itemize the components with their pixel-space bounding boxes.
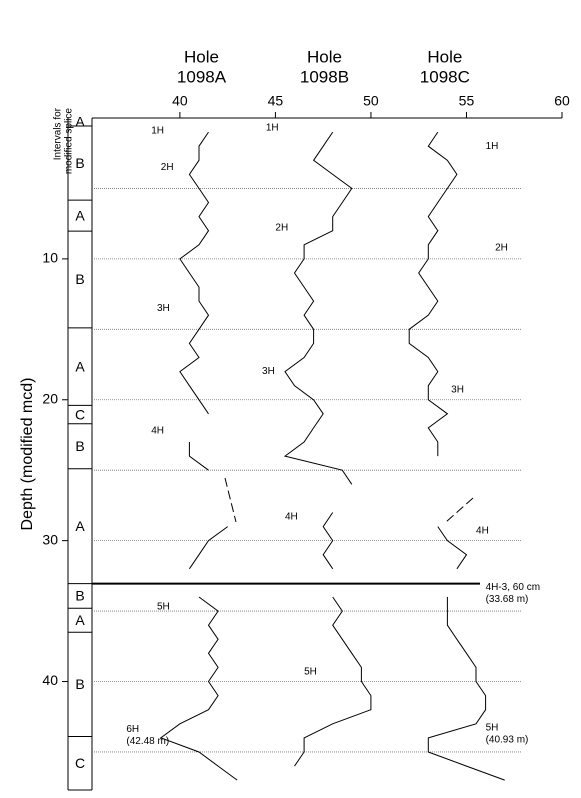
- splice-label: modified splice: [64, 108, 75, 175]
- y-tick-label: 40: [42, 672, 58, 688]
- interval-label: B: [75, 676, 84, 692]
- y-axis-label: Depth (modified mcd): [19, 378, 36, 531]
- hole-label: Hole: [184, 47, 219, 66]
- hole-label: Hole: [427, 47, 462, 66]
- core-label: 5H: [157, 601, 170, 612]
- interval-label: B: [75, 155, 84, 171]
- trace: [283, 131, 372, 767]
- interval-label: A: [75, 114, 85, 130]
- core-label: 5H: [304, 666, 317, 677]
- core-label: 2H: [161, 162, 174, 173]
- core-label: 3H: [451, 385, 464, 396]
- interval-label: C: [75, 755, 85, 771]
- core-label: (33.68 m): [486, 594, 529, 605]
- interval-label: A: [75, 612, 85, 628]
- core-label: 4H: [151, 425, 164, 436]
- splice-label: Intervals for: [53, 107, 64, 160]
- offset-connector: [224, 477, 237, 523]
- core-label: 6H: [126, 724, 139, 735]
- trace: [159, 131, 238, 781]
- interval-label: C: [75, 406, 85, 422]
- core-label: 4H: [476, 525, 489, 536]
- offset-connector: [445, 497, 474, 523]
- hole-name: 1098A: [177, 67, 227, 86]
- core-label: 5H: [486, 723, 499, 734]
- x-tick-label: 60: [554, 93, 570, 109]
- y-tick-label: 10: [42, 250, 58, 266]
- core-label: 2H: [275, 223, 288, 234]
- x-tick-label: 55: [459, 93, 475, 109]
- interval-label: A: [75, 358, 85, 374]
- core-label: 4H-3, 60 cm: [486, 582, 540, 593]
- core-label: 1H: [486, 141, 499, 152]
- core-label: (40.93 m): [486, 735, 529, 746]
- x-tick-label: 40: [172, 93, 188, 109]
- x-tick-label: 45: [268, 93, 284, 109]
- interval-label: A: [75, 207, 85, 223]
- y-tick-label: 30: [42, 531, 58, 547]
- core-label: 4H: [285, 511, 298, 522]
- core-label: 1H: [266, 123, 279, 134]
- trace: [408, 131, 505, 781]
- interval-label: B: [75, 438, 84, 454]
- interval-label: B: [75, 271, 84, 287]
- interval-label: B: [75, 588, 84, 604]
- core-label: 3H: [157, 303, 170, 314]
- core-label: 3H: [262, 366, 275, 377]
- hole-label: Hole: [307, 47, 342, 66]
- hole-name: 1098B: [300, 67, 349, 86]
- core-label: (42.48 m): [126, 736, 169, 747]
- hole-name: 1098C: [420, 67, 470, 86]
- interval-label: A: [75, 518, 85, 534]
- core-label: 1H: [151, 125, 164, 136]
- core-label: 2H: [495, 242, 508, 253]
- y-tick-label: 20: [42, 390, 58, 406]
- x-tick-label: 50: [363, 93, 379, 109]
